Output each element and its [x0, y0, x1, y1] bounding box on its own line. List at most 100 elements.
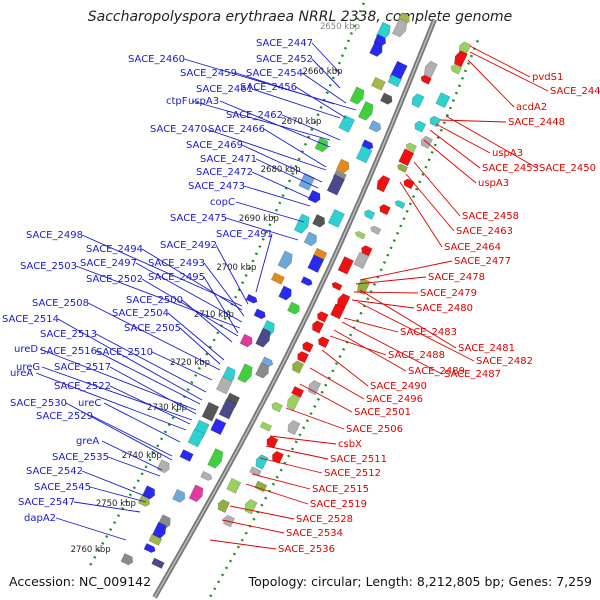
- reverse-gene-feature: [450, 64, 463, 75]
- reverse-gene-feature: [317, 311, 329, 323]
- reverse-gene-feature: [318, 336, 330, 349]
- gene-shape: [287, 301, 300, 315]
- gene-shape: [210, 418, 227, 436]
- forward-gene-label: SACE_2535: [52, 452, 109, 463]
- reverse-gene-feature: [308, 380, 322, 396]
- forward-gene-feature: [270, 272, 285, 285]
- forward-gene-connector: [311, 58, 341, 89]
- gene-shape: [371, 76, 386, 91]
- reverse-gene-connector: [299, 383, 353, 413]
- reverse-gene-connector: [221, 519, 285, 534]
- gene-shape: [312, 320, 325, 334]
- reverse-gene-connector: [251, 473, 311, 490]
- gene-shape: [303, 231, 317, 247]
- forward-gene-label: dapA2: [24, 513, 56, 524]
- reverse-gene-feature: [312, 320, 325, 334]
- gene-shape: [239, 333, 253, 348]
- forward-gene-feature: [156, 459, 170, 474]
- forward-gene-label: SACE_2542: [26, 466, 83, 477]
- outer-tick-track: [206, 39, 479, 600]
- reverse-gene-feature: [271, 401, 283, 413]
- gene-shape: [120, 553, 134, 566]
- reverse-gene-connector: [333, 329, 407, 372]
- gene-shape: [454, 50, 468, 68]
- gene-shape: [254, 480, 268, 493]
- forward-gene-label: SACE_2500: [126, 295, 183, 306]
- gene-shape: [420, 74, 432, 85]
- forward-gene-connector: [191, 100, 331, 141]
- reverse-gene-label: SACE_2487: [444, 369, 501, 380]
- reverse-gene-label: pvdS1: [532, 72, 563, 83]
- gene-shape: [278, 285, 292, 301]
- gene-shape: [293, 213, 310, 234]
- forward-gene-label: ureD: [14, 344, 38, 355]
- forward-gene-label: SACE_2498: [26, 230, 83, 241]
- reverse-gene-feature: [370, 225, 382, 235]
- forward-gene-feature: [207, 448, 224, 469]
- forward-gene-label: copC: [210, 197, 235, 208]
- forward-gene-feature: [143, 542, 156, 554]
- gene-shape: [394, 200, 406, 210]
- forward-gene-connector: [75, 265, 241, 329]
- forward-gene-feature: [201, 401, 220, 422]
- gene-shape: [314, 137, 328, 153]
- reverse-gene-feature: [337, 256, 354, 275]
- forward-gene-feature: [120, 553, 134, 566]
- forward-gene-feature: [307, 189, 321, 204]
- forward-gene-connector: [141, 278, 239, 337]
- reverse-gene-label: uspA3: [478, 178, 509, 189]
- forward-gene-connector: [109, 385, 191, 425]
- reverse-gene-label: SACE_2483: [400, 327, 457, 338]
- gene-shape: [298, 172, 316, 191]
- scale-label: 2720 kbp: [170, 358, 210, 368]
- reverse-gene-label: SACE_2519: [310, 499, 367, 510]
- gene-shape: [156, 459, 170, 474]
- forward-gene-feature: [172, 488, 186, 503]
- gene-shape: [335, 158, 350, 174]
- gene-shape: [353, 251, 370, 270]
- reverse-gene-label: SACE_2448: [508, 117, 565, 128]
- reverse-gene-label: SACE_2528: [296, 514, 353, 525]
- forward-gene-feature: [210, 418, 227, 436]
- gene-shape: [300, 276, 313, 287]
- gene-shape: [403, 178, 415, 190]
- forward-gene-label: SACE_2456: [240, 82, 297, 93]
- scale-label: 2700 kbp: [216, 263, 256, 273]
- gene-shape: [411, 93, 425, 109]
- forward-gene-connector: [235, 72, 335, 105]
- forward-gene-label: SACE_2460: [128, 54, 185, 65]
- gene-shape: [226, 477, 242, 494]
- reverse-gene-feature: [254, 480, 268, 493]
- gene-shape: [172, 488, 186, 503]
- gene-shape: [179, 449, 194, 462]
- gene-shape: [277, 250, 293, 270]
- forward-gene-label: SACE_2510: [96, 347, 153, 358]
- reverse-gene-label: SACE_2490: [370, 381, 427, 392]
- forward-gene-connector: [243, 185, 311, 207]
- accession-label: Accession: NC_009142: [9, 574, 152, 589]
- forward-gene-feature: [255, 362, 269, 379]
- forward-gene-feature: [379, 92, 393, 105]
- reverse-gene-label: SACE_2488: [388, 350, 445, 361]
- gene-shape: [338, 114, 356, 133]
- forward-gene-label: ureG: [16, 362, 40, 373]
- gene-shape: [272, 450, 284, 464]
- gene-shape: [201, 401, 220, 422]
- forward-gene-feature: [255, 327, 271, 348]
- reverse-gene-feature: [244, 498, 258, 515]
- reverse-gene-label: SACE_2511: [330, 454, 387, 465]
- gene-shape: [387, 74, 402, 88]
- forward-gene-label: SACE_2530: [10, 398, 67, 409]
- forward-gene-connector: [251, 171, 315, 201]
- gene-shape: [253, 308, 266, 320]
- reverse-gene-label: acdA2: [516, 102, 547, 113]
- forward-gene-connector: [103, 402, 181, 443]
- forward-gene-feature: [387, 74, 402, 88]
- gene-shape: [255, 454, 269, 470]
- forward-gene-label: SACE_2513: [40, 329, 97, 340]
- forward-gene-feature: [245, 293, 258, 304]
- gene-shape: [423, 60, 438, 78]
- reverse-gene-feature: [272, 450, 284, 464]
- forward-gene-label: SACE_2462: [226, 110, 283, 121]
